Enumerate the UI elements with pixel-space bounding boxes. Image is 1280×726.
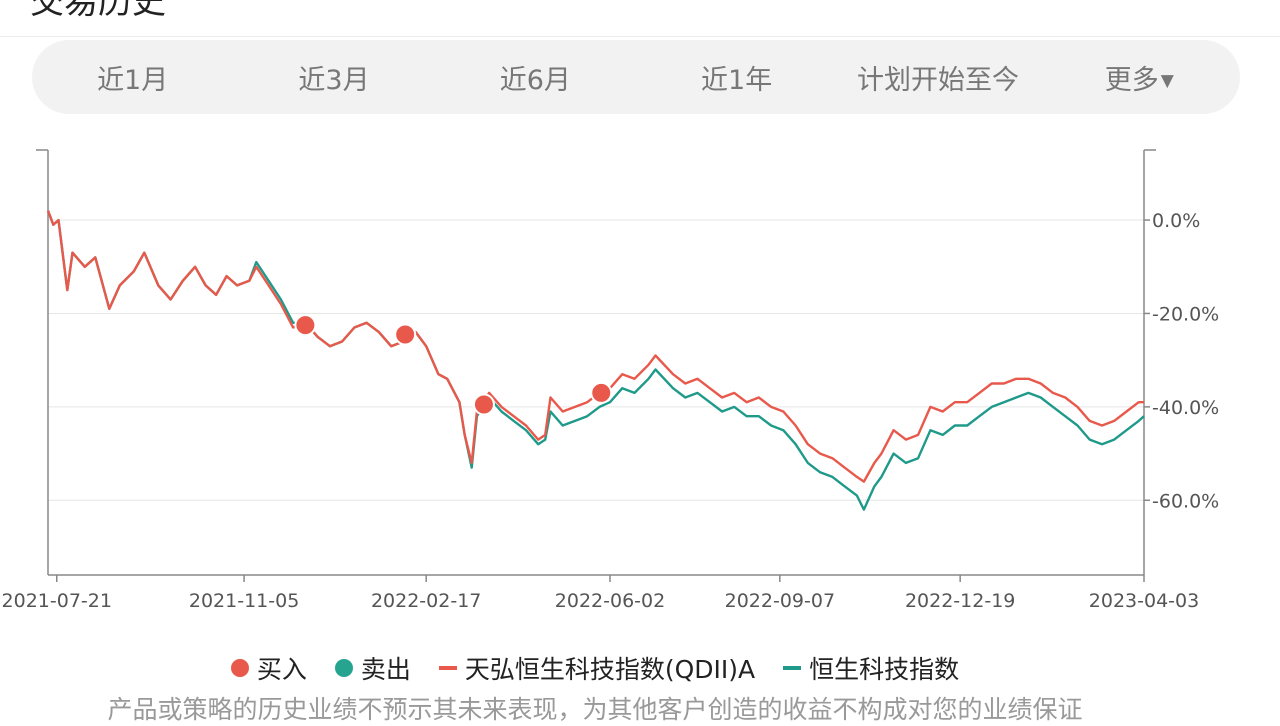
x-tick-label: 2021-07-21 [2,590,112,612]
tab-1-year[interactable]: 近1年 [701,64,773,96]
tab-1-month[interactable]: 近1月 [97,64,169,96]
x-tick-label: 2022-12-19 [905,590,1015,612]
y-tick-label: 0.0% [1152,210,1200,232]
x-tick-label: 2022-09-07 [725,590,835,612]
chart-legend: 买入 卖出 天弘恒生科技指数(QDII)A 恒生科技指数 [0,650,1190,686]
x-tick-label: 2023-04-03 [1089,590,1199,612]
fund-series-line [46,210,1144,483]
x-tick-label: 2022-02-17 [371,590,481,612]
buy-dot-icon [230,659,249,677]
fund-line-icon [438,666,457,670]
y-tick-label: -40.0% [1152,397,1219,419]
disclaimer-text: 产品或策略的历史业绩不预示其未来表现，为其他客户创造的收益不构成对您的业绩保证 [107,695,1083,724]
legend-label-buy: 买入 [256,655,307,684]
legend-label-sell: 卖出 [360,655,411,684]
tab-3-months[interactable]: 近3月 [298,64,370,96]
page-title: 交易历史 [30,0,166,22]
period-tab-bar: 近1月 近3月 近6月 近1年 计划开始至今 更多 ▼ [32,40,1240,114]
tab-6-months[interactable]: 近6月 [499,64,571,96]
buy-marker [472,393,495,416]
legend-item-buy[interactable]: 买入 [230,650,307,686]
tab-more-label: 更多 [1104,64,1159,96]
tab-since-plan-start[interactable]: 计划开始至今 [856,64,1019,96]
legend-label-index: 恒生科技指数 [809,655,960,684]
buy-marker [590,381,613,404]
y-tick-label: -20.0% [1152,303,1219,325]
legend-item-sell[interactable]: 卖出 [334,650,411,686]
tab-more[interactable]: 更多 ▼ [1039,58,1240,97]
index-series-line [46,210,1145,511]
x-tick-label: 2022-06-02 [555,590,665,612]
index-line-icon [783,666,802,670]
x-tick-label: 2021-11-05 [189,590,299,612]
title-divider [0,36,1280,37]
legend-label-fund: 天弘恒生科技指数(QDII)A [464,655,756,684]
buy-marker [294,314,317,337]
legend-item-index[interactable]: 恒生科技指数 [783,650,959,686]
legend-item-fund[interactable]: 天弘恒生科技指数(QDII)A [438,650,756,686]
y-tick-label: -60.0% [1152,490,1219,512]
caret-down-icon: ▼ [1160,71,1174,91]
buy-marker [394,323,417,346]
performance-chart: 0.0% -20.0% -40.0% -60.0% 2021-07-21 2021-11-… [2,149,1219,612]
sell-dot-icon [334,659,353,677]
